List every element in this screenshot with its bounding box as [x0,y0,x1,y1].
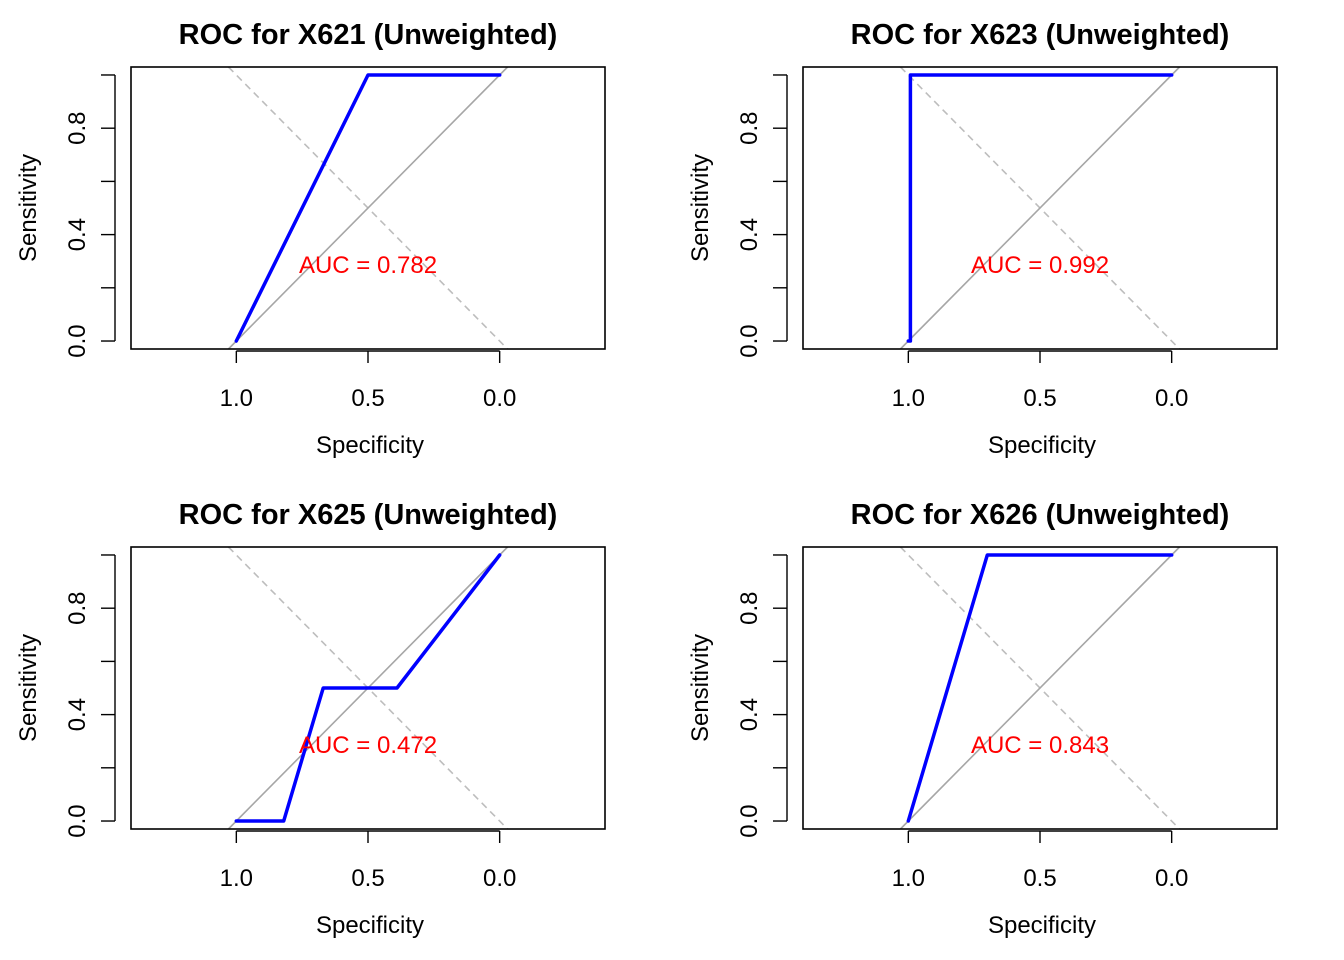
x-axis: 1.0 0.5 0.0 Specificity [220,350,516,459]
auc-annotation: AUC = 0.782 [299,252,437,279]
roc-panel-4: ROC for X626 (Unweighted)AUC = 0.8430.00… [687,499,1278,939]
y-axis: 0.0 0.4 0.8 Sensitivity [687,74,788,358]
y-tick-label: 0.0 [64,324,91,357]
plot-box [802,546,1278,830]
y-axis-title: Sensitivity [687,634,714,742]
y-tick-label: 0.0 [736,804,763,837]
auc-annotation: AUC = 0.843 [971,732,1109,759]
y-axis: 0.0 0.4 0.8 Sensitivity [15,554,116,838]
y-tick-label: 0.0 [736,324,763,357]
y-tick-label: 0.8 [736,592,763,625]
y-tick-label: 0.8 [64,112,91,145]
x-tick-label: 0.0 [1155,865,1188,892]
x-axis: 1.0 0.5 0.0 Specificity [220,830,516,939]
y-axis-title: Sensitivity [15,154,42,262]
auc-annotation: AUC = 0.472 [299,732,437,759]
roc-curve [906,553,1174,823]
y-axis-title: Sensitivity [687,154,714,262]
diagonal-reference-line [227,66,509,350]
x-tick-label: 0.0 [483,865,516,892]
y-tick-label: 0.8 [736,112,763,145]
diagonal-reference-line [899,546,1181,830]
roc-curve [234,553,502,823]
x-tick-label: 0.5 [351,385,384,412]
x-tick-label: 0.0 [1155,385,1188,412]
plot-box [130,66,606,350]
x-tick-label: 0.5 [1023,385,1056,412]
plot-box [130,546,606,830]
x-axis: 1.0 0.5 0.0 Specificity [892,350,1188,459]
plot-box [802,66,1278,350]
y-axis-title: Sensitivity [15,634,42,742]
y-tick-label: 0.8 [64,592,91,625]
y-axis: 0.0 0.4 0.8 Sensitivity [687,554,788,838]
y-tick-label: 0.0 [64,804,91,837]
chart-title: ROC for X621 (Unweighted) [179,19,558,51]
chart-title: ROC for X623 (Unweighted) [851,19,1230,51]
x-axis-title: Specificity [988,432,1096,459]
roc-panel-2: ROC for X623 (Unweighted)AUC = 0.9920.00… [687,19,1278,459]
chart-title: ROC for X625 (Unweighted) [179,499,558,531]
roc-curve [234,73,502,343]
y-tick-label: 0.4 [736,698,763,731]
x-tick-label: 0.5 [1023,865,1056,892]
x-axis: 1.0 0.5 0.0 Specificity [892,830,1188,939]
roc-panel-1: ROC for X621 (Unweighted)AUC = 0.7820.00… [15,19,606,459]
chart-title: ROC for X626 (Unweighted) [851,499,1230,531]
y-tick-label: 0.4 [64,698,91,731]
diagonal-reference-line [899,66,1181,350]
x-tick-label: 1.0 [220,385,253,412]
y-tick-label: 0.4 [64,218,91,251]
x-tick-label: 1.0 [892,385,925,412]
x-tick-label: 1.0 [220,865,253,892]
x-tick-label: 0.0 [483,385,516,412]
y-tick-label: 0.4 [736,218,763,251]
roc-panel-3: ROC for X625 (Unweighted)AUC = 0.4720.00… [15,499,606,939]
x-tick-label: 1.0 [892,865,925,892]
roc-curve [906,73,1174,343]
x-axis-title: Specificity [316,432,424,459]
x-tick-label: 0.5 [351,865,384,892]
y-axis: 0.0 0.4 0.8 Sensitivity [15,74,116,358]
x-axis-title: Specificity [316,912,424,939]
auc-annotation: AUC = 0.992 [971,252,1109,279]
x-axis-title: Specificity [988,912,1096,939]
